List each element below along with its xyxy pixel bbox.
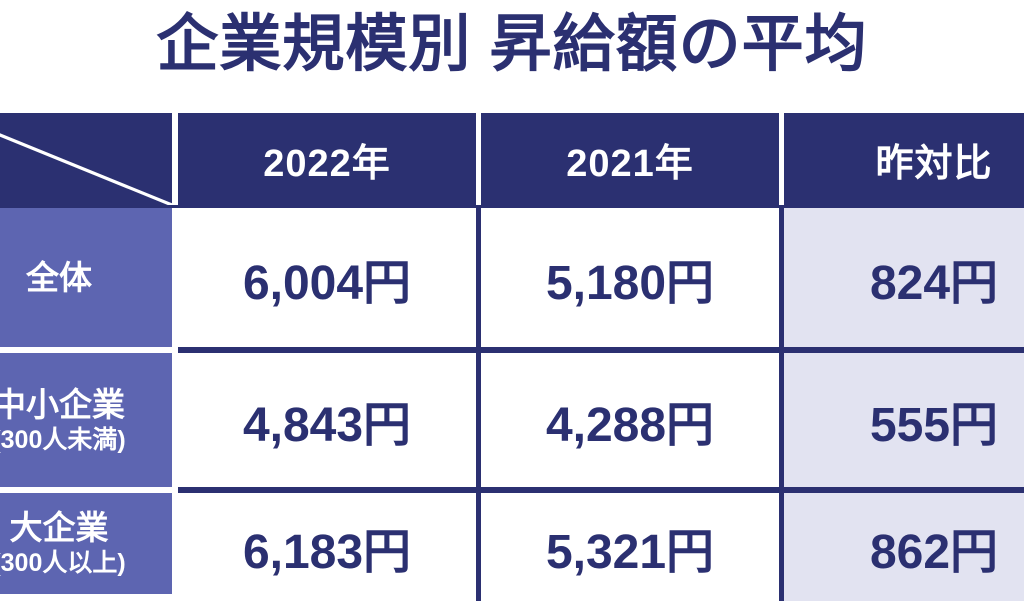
row-sublabel: (300人以上) xyxy=(0,549,126,578)
header-year-2021: 2021年 xyxy=(481,113,779,205)
row-label: 全体 xyxy=(26,258,92,296)
value-sme-2022: 4,843円 xyxy=(178,353,476,487)
row-divider xyxy=(178,487,1024,493)
value-large-diff: 862円 xyxy=(784,493,1024,601)
column-divider xyxy=(476,208,481,601)
value-sme-2021: 4,288円 xyxy=(481,353,779,487)
row-header-sme: 中小企業 (300人未満) xyxy=(0,353,172,487)
row-header-large: 大企業 (300人以上) xyxy=(0,493,172,594)
header-bottom-border xyxy=(0,205,1024,208)
header-diff: 昨対比 xyxy=(784,113,1024,205)
header-corner-cell xyxy=(0,113,172,205)
column-divider xyxy=(779,208,784,601)
row-label: 大企業 xyxy=(9,509,109,547)
value-overall-2022: 6,004円 xyxy=(178,208,476,347)
value-sme-diff: 555円 xyxy=(784,353,1024,487)
row-label: 中小企業 xyxy=(0,385,125,423)
chart-title: 企業規模別 昇給額の平均 xyxy=(156,10,868,79)
value-large-2022: 6,183円 xyxy=(178,493,476,601)
row-header-overall: 全体 xyxy=(0,208,172,347)
header-year-2022: 2022年 xyxy=(178,113,476,205)
row-divider xyxy=(178,347,1024,353)
value-large-2021: 5,321円 xyxy=(481,493,779,601)
value-overall-diff: 824円 xyxy=(784,208,1024,347)
row-sublabel: (300人未満) xyxy=(0,425,126,454)
diagonal-divider-line xyxy=(0,133,172,205)
salary-table: 2022年 2021年 昨対比 全体 6,004円 5,180円 824円 中小… xyxy=(0,113,1024,601)
value-overall-2021: 5,180円 xyxy=(481,208,779,347)
